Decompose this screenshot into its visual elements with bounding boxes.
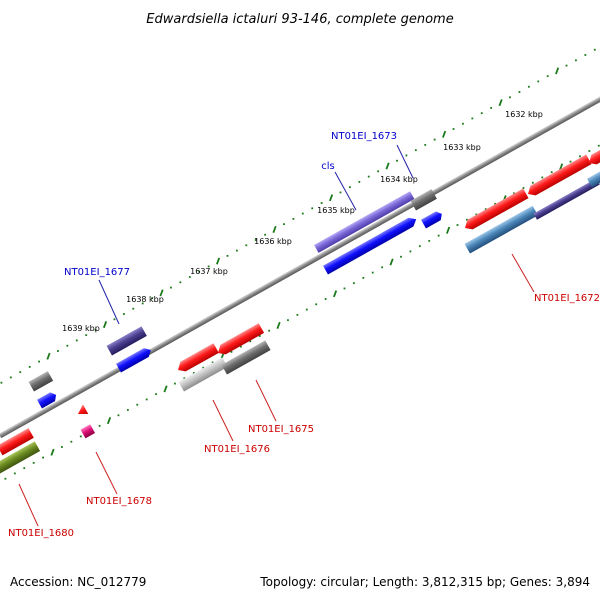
ruler-upper-tick <box>442 130 447 138</box>
gene-label-nt01ei-1675[interactable]: NT01EI_1675 <box>248 424 314 435</box>
feature-nt01ei-1675[interactable] <box>221 340 271 375</box>
ruler-upper-tick <box>329 194 334 202</box>
feature-red-cds-right-3[interactable] <box>586 143 600 167</box>
feature-red-cds-mid-1[interactable] <box>175 343 219 374</box>
feature-red-cds-right-2[interactable] <box>525 154 592 199</box>
tick-label-1632: 1632 kbp <box>505 110 543 119</box>
gene-label-nt01ei-1677[interactable]: NT01EI_1677 <box>64 267 130 278</box>
feature-nt01ei-1677[interactable] <box>106 326 147 356</box>
ruler-upper <box>0 48 596 384</box>
ruler-upper-tick <box>159 289 164 297</box>
callout-line-1677 <box>98 279 120 325</box>
ruler-upper-tick <box>46 352 51 360</box>
tick-label-1638: 1638 kbp <box>126 295 164 304</box>
gene-label-nt01ei-1678[interactable]: NT01EI_1678 <box>86 496 152 507</box>
ruler-lower <box>4 144 600 480</box>
feature-red-cds-right-1[interactable] <box>462 188 529 233</box>
ruler-lower-tick <box>333 290 338 298</box>
callout-line-1676 <box>212 399 234 442</box>
callout-line-1673 <box>396 144 414 179</box>
feature-blue-cds[interactable] <box>323 215 419 275</box>
gene-label-cls[interactable]: cls <box>321 161 335 172</box>
ruler-lower-tick <box>163 385 168 393</box>
ruler-lower-tick <box>446 226 451 234</box>
ruler-upper-tick <box>272 225 277 233</box>
feature-red-cds-mid-2[interactable] <box>215 323 265 357</box>
feature-blue-cds-2[interactable] <box>116 346 153 373</box>
gene-label-nt01ei-1680[interactable]: NT01EI_1680 <box>8 528 74 539</box>
feature-cls[interactable] <box>314 191 415 253</box>
tick-label-1633: 1633 kbp <box>443 143 481 152</box>
feature-nt01ei-1672[interactable] <box>464 205 538 254</box>
callout-line-1672 <box>511 253 535 293</box>
ruler-upper-tick <box>498 99 503 107</box>
ruler-upper-tick <box>102 321 108 329</box>
gene-label-nt01ei-1673[interactable]: NT01EI_1673 <box>331 131 397 142</box>
ruler-lower-tick <box>50 448 55 456</box>
accession-text: Accession: NC_012779 <box>10 575 146 589</box>
gene-label-nt01ei-1672[interactable]: NT01EI_1672 <box>534 293 600 304</box>
ruler-lower-tick <box>276 321 281 329</box>
tick-label-1636: 1636 kbp <box>254 237 292 246</box>
callout-line-cls <box>334 171 357 211</box>
callout-line-1675 <box>255 379 277 422</box>
genome-summary-text: Topology: circular; Length: 3,812,315 bp… <box>259 575 590 589</box>
feature-nt01ei-1678[interactable] <box>80 424 96 439</box>
feature-dark-purple-right[interactable] <box>533 178 600 220</box>
ruler-upper-tick <box>555 67 560 75</box>
feature-small-blue-cds[interactable] <box>421 209 444 229</box>
ruler-upper-tick <box>215 257 221 265</box>
feature-gray-left[interactable] <box>28 371 54 392</box>
feature-small-blue-left[interactable] <box>37 390 58 409</box>
tick-label-1634: 1634 kbp <box>380 175 418 184</box>
callout-line-1678 <box>95 451 118 495</box>
feature-red-small[interactable] <box>75 404 89 418</box>
ruler-lower-tick <box>389 258 394 266</box>
tick-label-1639: 1639 kbp <box>62 324 100 333</box>
tick-label-1637: 1637 kbp <box>190 267 228 276</box>
callout-line-1680 <box>18 483 39 527</box>
ruler-upper-tick <box>385 162 390 170</box>
ruler-lower-tick <box>106 417 112 425</box>
gene-label-nt01ei-1676[interactable]: NT01EI_1676 <box>204 444 270 455</box>
feature-steel-right[interactable] <box>587 164 600 188</box>
map-title: Edwardsiella ictaluri 93-146, complete g… <box>146 12 453 27</box>
feature-nt01ei-1673[interactable] <box>410 189 437 211</box>
tick-label-1635: 1635 kbp <box>317 206 355 215</box>
feature-red-cds-left[interactable] <box>0 428 34 456</box>
feature-nt01ei-1680[interactable] <box>0 441 41 474</box>
feature-nt01ei-1676[interactable] <box>178 357 228 392</box>
genome-backbone <box>0 81 600 439</box>
